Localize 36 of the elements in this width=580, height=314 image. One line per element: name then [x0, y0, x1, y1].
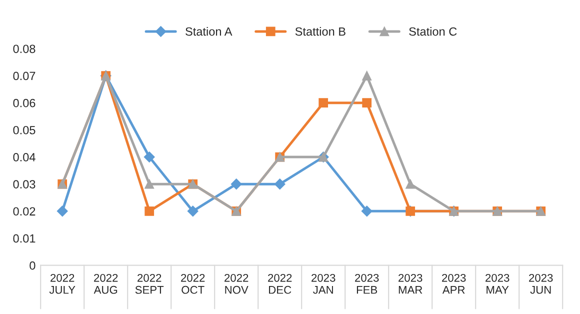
point — [187, 206, 198, 217]
point — [406, 179, 416, 189]
point — [362, 71, 372, 80]
y-tick-label: 0.05 — [13, 126, 36, 134]
x-tick-label: 2023 JAN — [312, 274, 336, 294]
y-tick-label: 0.07 — [13, 72, 36, 80]
legend-label: Station A — [186, 27, 232, 36]
x-tick-label: 2023 MAR — [398, 274, 422, 294]
x-tick-label: 2022 SEPT — [135, 274, 164, 294]
point — [144, 152, 155, 162]
point — [144, 179, 154, 189]
point — [361, 206, 372, 217]
legend-label: Station C — [409, 27, 457, 36]
y-tick-label: 0.08 — [13, 44, 36, 54]
x-tick-label: 2022 JULY — [49, 274, 76, 294]
point — [56, 206, 68, 217]
x-tick-label: 2023 FEB — [355, 274, 379, 294]
point — [362, 98, 372, 108]
x-tick-label: 2023 MAY — [486, 274, 510, 294]
point — [274, 178, 286, 190]
point — [230, 178, 242, 190]
y-tick-label: 0 — [30, 261, 36, 270]
x-tick-label: 2022 NOV — [224, 274, 248, 294]
point — [318, 98, 328, 108]
y-tick-label: 0.04 — [13, 153, 36, 162]
legend-label: Stattion B — [295, 27, 346, 36]
point — [144, 206, 154, 216]
y-tick-label: 0.01 — [13, 234, 36, 243]
y-tick-label: 0.03 — [13, 180, 36, 188]
x-tick-label: 2023 JUN — [529, 274, 553, 294]
x-tick-label: 2022 OCT — [181, 274, 205, 294]
y-tick-label: 0.02 — [13, 207, 36, 216]
x-tick-label: 2022 AUG — [94, 274, 118, 294]
x-tick-label: 2022 DEC — [268, 274, 292, 294]
x-tick-label: 2023 APR — [442, 274, 466, 294]
y-tick-label: 0.06 — [13, 98, 36, 108]
